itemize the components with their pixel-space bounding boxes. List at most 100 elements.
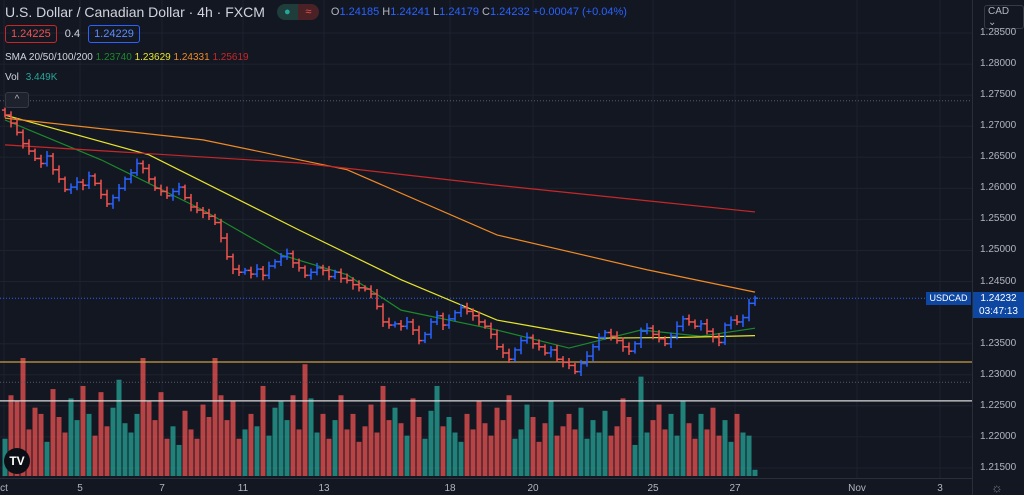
currency-selector[interactable]: CAD ⌄ (984, 5, 1024, 29)
ohlc-bar (80, 179, 86, 191)
ohlc-bar (140, 160, 146, 174)
ohlc-bar (716, 333, 722, 347)
ohlc-bar (248, 266, 254, 279)
tradingview-logo[interactable]: TV (4, 448, 30, 474)
volume-bar (458, 441, 464, 476)
ohlc-bar (260, 266, 266, 281)
buy-button[interactable]: 1.24229 (88, 25, 140, 43)
sma-line (4, 119, 756, 349)
ohlc-bar (650, 325, 656, 340)
volume-bar (542, 423, 548, 476)
ohlc-bar (446, 314, 452, 329)
spread: 0.4 (64, 28, 81, 40)
volume-bar (284, 420, 290, 476)
ohlc-bar (710, 328, 716, 343)
sma-legend[interactable]: SMA 20/50/100/200 1.23740 1.23629 1.2433… (5, 52, 249, 63)
ohlc-bar (74, 177, 80, 191)
volume-bar (62, 432, 68, 476)
ohlc-bar (20, 129, 26, 149)
ohlc-bar (116, 184, 122, 202)
volume-bar (524, 404, 530, 476)
ohlc-bar (458, 303, 464, 317)
ohlc-bar (182, 184, 188, 201)
delay-icon: ≈ (297, 4, 319, 20)
volume-bar (74, 420, 80, 476)
ohlc-bar (176, 182, 182, 196)
volume-bar (314, 432, 320, 476)
volume-bar (380, 385, 386, 476)
ohlc-bar (602, 330, 608, 340)
ohlc-bar (86, 171, 92, 189)
volume-bar (500, 420, 506, 476)
volume-bar (734, 413, 740, 476)
volume-bar (518, 429, 524, 476)
volume-bar (32, 407, 38, 476)
volume-bar (14, 401, 20, 476)
ohlc-bar (506, 348, 512, 363)
last-price-tag: 1.24232 03:47:13 (973, 292, 1024, 318)
volume-bar (554, 435, 560, 476)
symbol-title[interactable]: U.S. Dollar / Canadian Dollar · 4h · FXC… (5, 4, 265, 20)
volume-bar (164, 438, 170, 476)
volume-bar (614, 426, 620, 476)
ohlc-bar (302, 265, 308, 278)
ohlc-bar (56, 165, 62, 183)
price-tick-label: 1.22500 (980, 399, 1017, 411)
trade-buttons: 1.24225 0.4 1.24229 (5, 25, 140, 43)
ohlc-bar (740, 314, 746, 327)
ohlc-bar (68, 183, 74, 194)
ohlc-bar (410, 318, 416, 336)
volume-bar (626, 417, 632, 476)
volume-bar (470, 429, 476, 476)
market-open-icon: ● (276, 4, 298, 20)
ohlc-bar (614, 331, 620, 344)
volume-bar (464, 413, 470, 476)
price-tick-label: 1.22000 (980, 430, 1017, 442)
market-status-pill[interactable]: ● ≈ (276, 4, 319, 20)
volume-bar (212, 358, 218, 476)
ohlc-bar (440, 312, 446, 331)
ohlc-bar (314, 262, 320, 276)
sell-button[interactable]: 1.24225 (5, 25, 57, 43)
ohlc-bar (500, 343, 506, 358)
ohlc-bar (728, 316, 734, 330)
volume-bar (86, 413, 92, 476)
ohlc-bar (170, 188, 176, 201)
volume-bar (260, 385, 266, 476)
volume-bar (512, 438, 518, 476)
price-chart[interactable] (0, 0, 972, 480)
ohlc-bar (632, 341, 638, 354)
price-tick-label: 1.21500 (980, 461, 1017, 473)
price-tick-label: 1.23500 (980, 337, 1017, 349)
ohlc-bar (734, 315, 740, 326)
ohlc-bar (296, 258, 302, 272)
ohlc-bar (482, 319, 488, 329)
volume-bar (590, 420, 596, 476)
sma-line (4, 144, 756, 213)
volume-bar (446, 417, 452, 476)
volume-bar (686, 423, 692, 476)
ohlc-bar (104, 189, 110, 207)
volume-bar (56, 417, 62, 476)
ohlc-bar (692, 319, 698, 329)
ohlc-bar (668, 332, 674, 349)
volume-legend[interactable]: Vol 3.449K (5, 72, 58, 83)
ohlc-readout: O1.24185 H1.24241 L1.24179 C1.24232 +0.0… (330, 6, 627, 18)
ohlc-bar (680, 315, 686, 332)
volume-bar (632, 444, 638, 476)
ohlc-bar (122, 176, 128, 191)
ohlc-bar (2, 107, 8, 118)
ohlc-bar (674, 321, 680, 340)
ohlc-bar (536, 339, 542, 351)
ohlc-bar (368, 285, 374, 299)
price-tick-label: 1.25000 (980, 244, 1017, 256)
volume-bar (584, 438, 590, 476)
price-axis[interactable] (972, 0, 1024, 495)
chart-header: U.S. Dollar / Canadian Dollar · 4h · FXC… (5, 4, 627, 20)
settings-gear-icon[interactable]: ☼ (991, 480, 1003, 495)
sma-line (4, 117, 756, 293)
collapse-legend-button[interactable]: ^ (5, 92, 29, 108)
volume-bar (716, 435, 722, 476)
price-tick-label: 1.27000 (980, 120, 1017, 132)
volume-bar (722, 420, 728, 476)
